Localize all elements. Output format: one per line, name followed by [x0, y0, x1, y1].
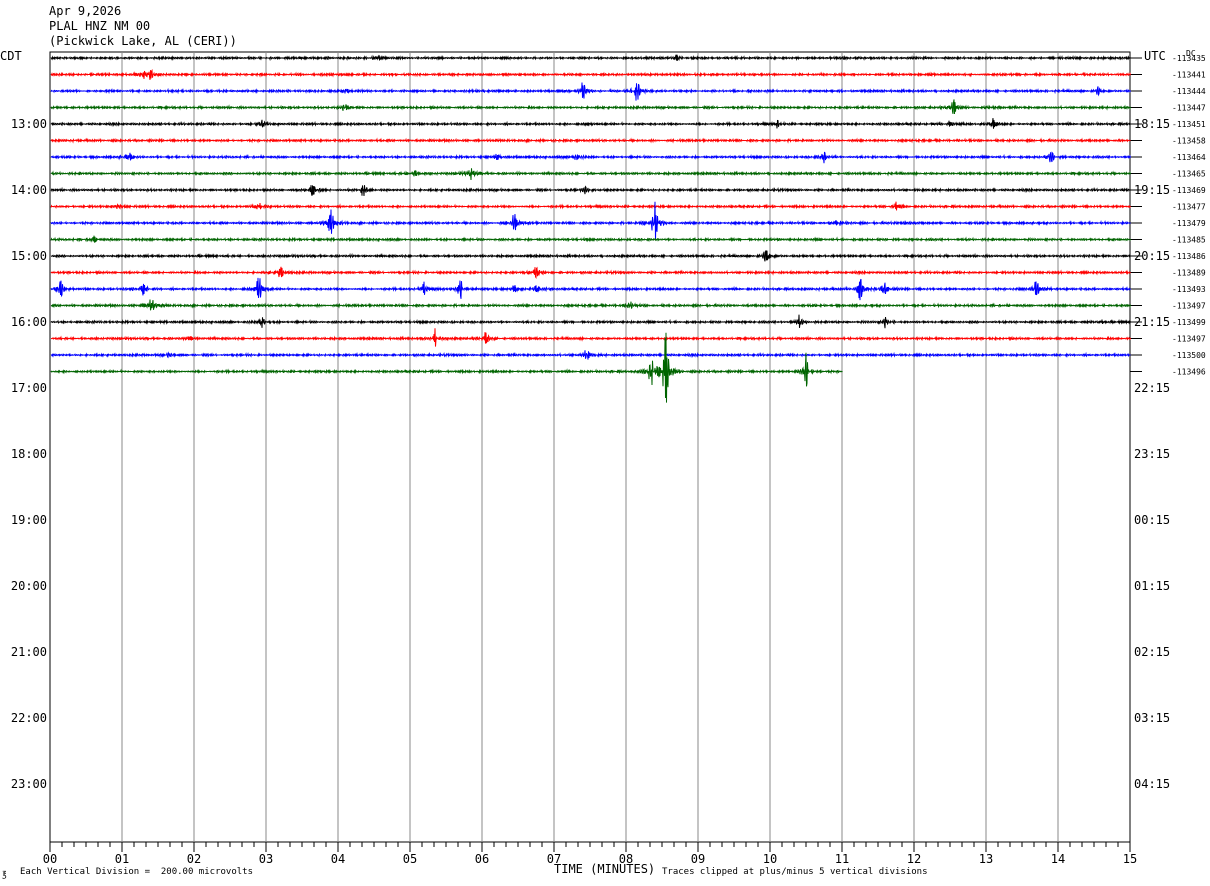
scale-note: Each Vertical Division = 200.00 microvol… — [20, 867, 253, 877]
hour-label-utc: 23:15 — [1134, 447, 1170, 461]
hour-label-utc: 22:15 — [1134, 381, 1170, 395]
trace-line — [50, 201, 1131, 211]
trace-line — [50, 151, 1131, 164]
hour-label-utc: 18:15 — [1134, 117, 1170, 131]
traces — [50, 54, 1131, 403]
trace-line — [50, 299, 1131, 311]
x-tick-label: 00 — [43, 852, 57, 866]
hour-label-cdt: 20:00 — [11, 579, 47, 593]
hour-label-cdt: 18:00 — [11, 447, 47, 461]
trace-line — [50, 118, 1131, 129]
logo-mark: ℥ — [2, 870, 7, 879]
x-tick-label: 02 — [187, 852, 201, 866]
dc-offset-label: -113479 — [1172, 219, 1206, 228]
dc-offset-label: -113496 — [1172, 368, 1206, 377]
trace-line — [50, 54, 1131, 62]
right-timezone: UTC — [1144, 49, 1166, 63]
dc-offset-label: -113493 — [1172, 285, 1206, 294]
hour-label-utc: 01:15 — [1134, 579, 1170, 593]
clip-note: Traces clipped at plus/minus 5 vertical … — [662, 867, 928, 877]
hour-label-cdt: 17:00 — [11, 381, 47, 395]
x-tick-label: 07 — [547, 852, 561, 866]
x-tick-label: 06 — [475, 852, 489, 866]
trace-line — [50, 250, 1131, 262]
grid — [49, 51, 1142, 852]
hour-label-cdt: 21:00 — [11, 645, 47, 659]
trace-line — [50, 168, 1131, 181]
location-label: (Pickwick Lake, AL (CERI)) — [49, 34, 237, 48]
hour-label-cdt: 22:00 — [11, 711, 47, 725]
trace-line — [50, 266, 1131, 279]
dc-offset-label: -113447 — [1172, 104, 1206, 113]
dc-offset-label: -113477 — [1172, 203, 1206, 212]
dc-offset-label: -113497 — [1172, 335, 1206, 344]
axis-labels: 00 01 02 03 04 05 06 07 08 09 10 11 12 13 14 15 13:00 18:… — [11, 54, 1206, 866]
trace-line — [50, 68, 1131, 80]
hour-label-utc: 19:15 — [1134, 183, 1170, 197]
x-tick-label: 12 — [907, 852, 921, 866]
plot-frame — [49, 51, 1131, 843]
hour-label-utc: 02:15 — [1134, 645, 1170, 659]
x-axis-title: TIME (MINUTES) — [554, 862, 656, 876]
dc-offset-label: -113435 — [1172, 54, 1206, 63]
dc-offset-label: -113441 — [1172, 71, 1206, 80]
trace-line — [50, 137, 1131, 144]
hour-label-utc: 21:15 — [1134, 315, 1170, 329]
left-timezone: CDT — [0, 49, 22, 63]
dc-label: DC — [1186, 49, 1196, 58]
hour-label-cdt: 14:00 — [11, 183, 47, 197]
trace-line — [50, 332, 843, 403]
x-tick-label: 14 — [1051, 852, 1065, 866]
x-tick-label: 10 — [763, 852, 777, 866]
dc-offset-label: -113465 — [1172, 170, 1206, 179]
trace-line — [50, 235, 1131, 243]
x-tick-label: 08 — [619, 852, 633, 866]
x-tick-label: 01 — [115, 852, 129, 866]
hour-label-cdt: 23:00 — [11, 777, 47, 791]
hour-label-utc: 20:15 — [1134, 249, 1170, 263]
trace-line — [51, 328, 1131, 347]
x-tick-label: 15 — [1123, 852, 1137, 866]
trace-line — [50, 99, 1131, 115]
dc-offset-label: -113499 — [1172, 318, 1206, 327]
x-tick-label: 11 — [835, 852, 849, 866]
station-label: PLAL HNZ NM 00 — [49, 19, 151, 33]
trace-line — [50, 201, 1131, 241]
x-tick-label: 04 — [331, 852, 345, 866]
dc-offset-label: -113464 — [1172, 153, 1206, 162]
dc-offset-label: -113485 — [1172, 236, 1206, 245]
dc-offset-label: -113497 — [1172, 302, 1206, 311]
hour-label-utc: 04:15 — [1134, 777, 1170, 791]
dc-offset-label: -113489 — [1172, 269, 1206, 278]
trace-line — [50, 277, 1131, 301]
trace-line — [50, 314, 1131, 329]
hour-label-cdt: 15:00 — [11, 249, 47, 263]
dc-offset-label: -113458 — [1172, 137, 1206, 146]
trace-line — [50, 350, 1131, 360]
dc-offset-label: -113486 — [1172, 252, 1206, 261]
dc-offset-label: -113451 — [1172, 120, 1206, 129]
hour-label-cdt: 16:00 — [11, 315, 47, 329]
hour-label-cdt: 13:00 — [11, 117, 47, 131]
trace-line — [50, 82, 1131, 101]
x-tick-label: 03 — [259, 852, 273, 866]
dc-offset-label: -113469 — [1172, 186, 1206, 195]
hour-label-utc: 03:15 — [1134, 711, 1170, 725]
dc-offset-label: -113444 — [1172, 87, 1206, 96]
x-tick-label: 05 — [403, 852, 417, 866]
chart-date: Apr 9,2026 — [49, 4, 122, 18]
trace-line — [50, 185, 1131, 197]
x-tick-label: 13 — [979, 852, 993, 866]
hour-label-utc: 00:15 — [1134, 513, 1170, 527]
dc-offset-label: -113500 — [1172, 351, 1206, 360]
x-tick-label: 09 — [691, 852, 705, 866]
hour-label-cdt: 19:00 — [11, 513, 47, 527]
